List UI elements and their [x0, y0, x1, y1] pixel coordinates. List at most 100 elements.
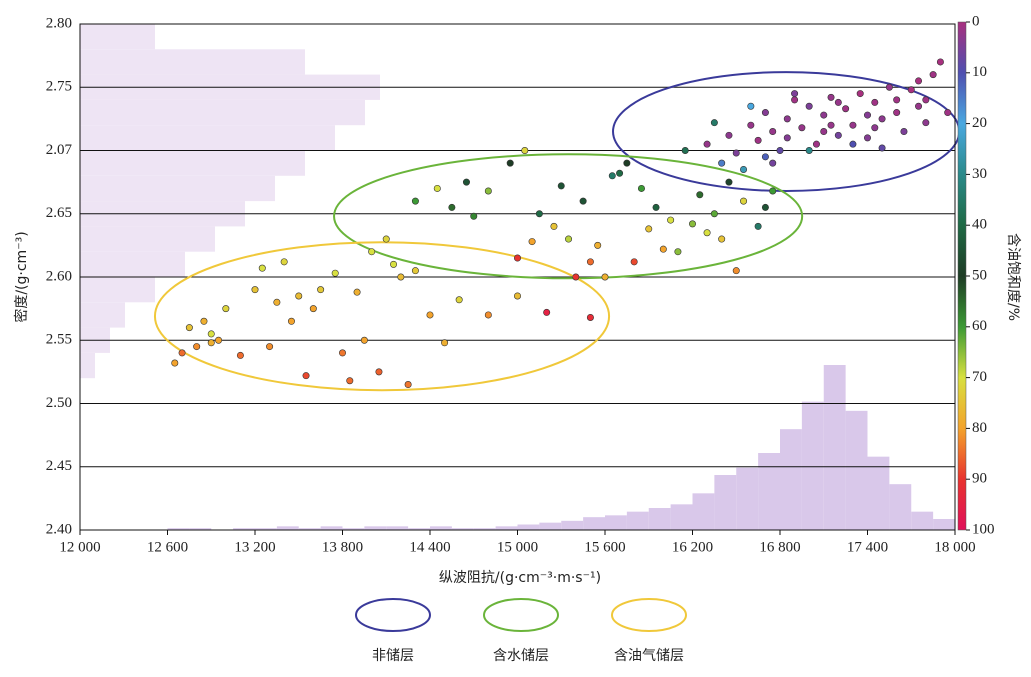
point — [309, 305, 317, 313]
histograms — [80, 24, 955, 530]
point — [936, 58, 944, 66]
point — [703, 140, 711, 148]
point — [630, 258, 638, 266]
point — [637, 184, 645, 192]
x-histogram-bar — [189, 528, 212, 530]
point — [601, 273, 609, 281]
point — [725, 131, 733, 139]
x-histogram-bar — [670, 504, 693, 530]
point — [586, 313, 594, 321]
point — [769, 159, 777, 167]
point — [608, 172, 616, 180]
point — [747, 121, 755, 129]
point — [185, 324, 193, 332]
point — [761, 153, 769, 161]
point — [922, 96, 930, 104]
point — [740, 197, 748, 205]
x-histogram-bar — [780, 429, 802, 530]
x-histogram-bar — [911, 511, 934, 530]
x-axis-label: 纵波阻抗/(g·cm⁻³·m·s⁻¹) — [439, 570, 601, 586]
point — [732, 149, 740, 157]
x-histogram-bar — [626, 511, 649, 530]
x-tick-label: 15 000 — [497, 539, 538, 555]
x-histogram-bar — [648, 508, 671, 530]
x-histogram-bar — [801, 401, 824, 530]
y-tick-label: 2.45 — [46, 458, 72, 474]
point — [470, 212, 478, 220]
y-histogram-bar — [80, 49, 305, 75]
point — [761, 109, 769, 117]
point — [579, 197, 587, 205]
x-tick-label: 18 000 — [934, 539, 975, 555]
y-histogram-bar — [80, 226, 215, 252]
point — [521, 147, 529, 155]
y-histogram-bar — [80, 125, 335, 151]
point — [849, 121, 857, 129]
point — [783, 134, 791, 142]
point — [812, 140, 820, 148]
colorbar-tick-label: 40 — [972, 217, 987, 233]
x-histogram-bar — [517, 524, 540, 530]
point — [528, 238, 536, 246]
x-histogram-bar — [736, 467, 759, 530]
colorbar-tick-label: 20 — [972, 115, 987, 131]
x-histogram-bar — [473, 528, 496, 530]
y-histogram-bar — [80, 24, 155, 50]
y-tick-label: 2.75 — [46, 79, 72, 95]
point — [805, 102, 813, 110]
point — [484, 311, 492, 319]
x-histogram-bar — [430, 526, 452, 530]
x-tick-label: 14 400 — [409, 539, 450, 555]
point — [441, 339, 449, 347]
x-histogram-bar — [276, 526, 299, 530]
point — [506, 159, 514, 167]
point — [747, 102, 755, 110]
colorbar-tick-label: 80 — [972, 420, 987, 436]
point — [652, 203, 660, 211]
y-histogram-bar — [80, 277, 155, 303]
point — [207, 330, 215, 338]
point — [688, 220, 696, 228]
axes: 2.40 2.45 2.50 2.55 2.60 2.65 2.07 2.75 2.80 12 0… — [46, 13, 995, 555]
point — [645, 225, 653, 233]
point — [849, 140, 857, 148]
point — [550, 222, 558, 230]
legend-swatch — [483, 598, 559, 632]
y-histogram-bar — [80, 251, 185, 277]
point — [681, 147, 689, 155]
point — [557, 182, 565, 190]
point — [871, 124, 879, 132]
x-tick-label: 17 400 — [847, 539, 888, 555]
x-histogram-bar — [933, 519, 955, 530]
point — [885, 83, 893, 91]
point — [900, 128, 908, 136]
point — [944, 109, 952, 117]
y-histogram-bar — [80, 352, 95, 379]
point — [368, 248, 376, 256]
point — [674, 248, 682, 256]
y-tick-label: 2.07 — [46, 142, 73, 158]
point — [871, 98, 879, 106]
point — [761, 203, 769, 211]
x-tick-label: 13 200 — [234, 539, 275, 555]
point — [222, 305, 230, 313]
point — [338, 349, 346, 357]
point — [740, 165, 748, 173]
point — [193, 343, 201, 351]
point — [915, 77, 923, 85]
plot-frame — [79, 23, 956, 531]
point — [820, 111, 828, 119]
legend-swatch — [611, 598, 687, 632]
point — [718, 235, 726, 243]
x-histogram-bar — [342, 528, 365, 530]
point — [594, 241, 602, 249]
point — [513, 254, 521, 262]
colorbar-tick-label: 30 — [972, 166, 987, 182]
point — [791, 96, 799, 104]
x-histogram-bar — [495, 526, 518, 530]
point — [258, 264, 266, 272]
point — [878, 144, 886, 152]
point — [433, 184, 441, 192]
point — [798, 124, 806, 132]
point — [623, 159, 631, 167]
